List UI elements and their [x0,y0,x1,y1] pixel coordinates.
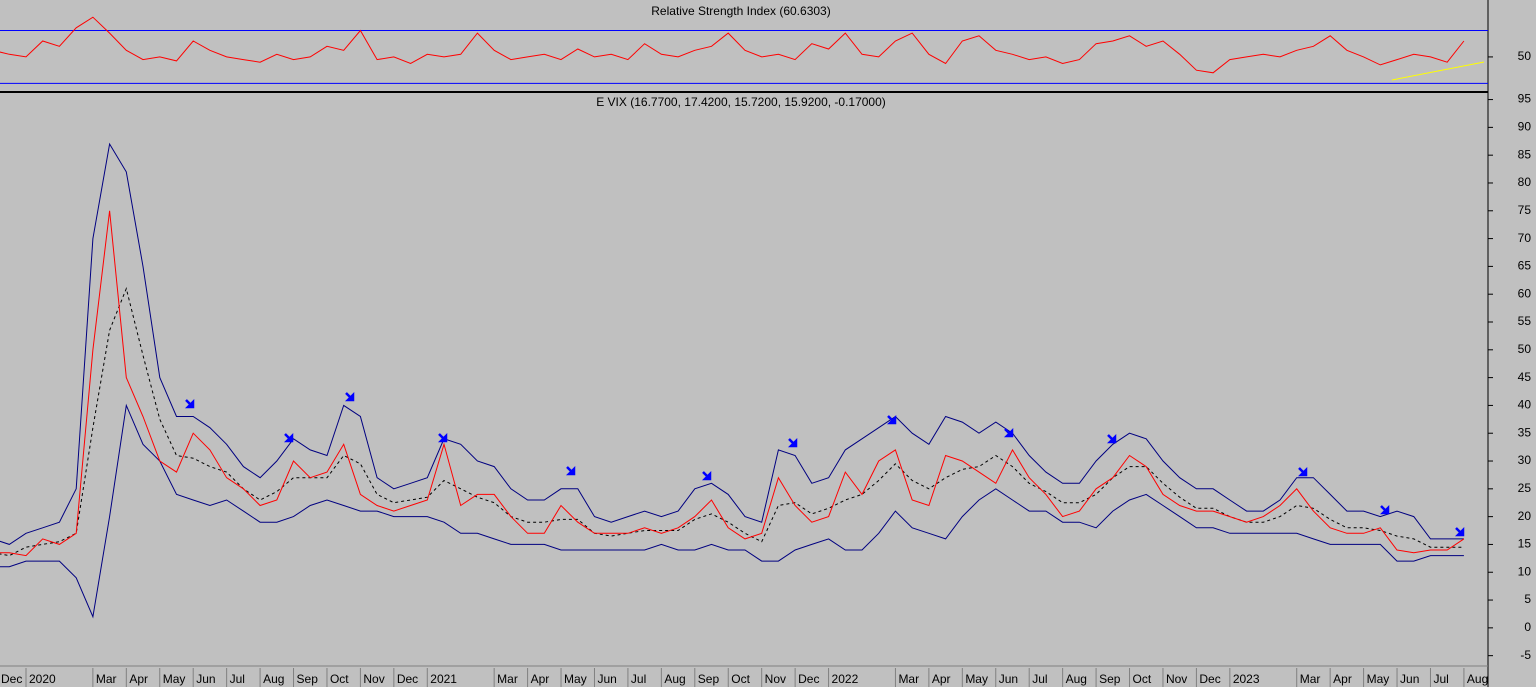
arrow-icon [184,398,195,409]
y-tick-label: 25 [1518,481,1532,495]
data-line [0,16,1465,74]
x-tick-label: Oct [731,672,750,686]
x-tick-label: Mar [898,672,919,686]
data-line [0,210,1465,557]
x-tick-label: Nov [765,672,786,686]
x-tick-label: Apr [932,672,951,686]
x-tick-label: Jul [1032,672,1047,686]
data-line [0,403,1464,619]
y-tick-label: 70 [1518,231,1532,245]
arrow-icon [1454,526,1465,537]
y-tick-label: 50 [1518,49,1532,63]
rsi-title: Relative Strength Index (60.6303) [651,4,830,18]
arrow-icon [701,470,712,481]
x-tick-label: Aug [664,672,685,686]
arrow-icon [1106,433,1117,444]
x-tick-label: Apr [129,672,148,686]
y-tick-label: 60 [1518,286,1532,300]
x-tick-label: Dec [1199,672,1220,686]
y-tick-label: 90 [1518,120,1532,134]
vix-title: E VIX (16.7700, 17.4200, 15.7200, 15.920… [596,95,886,109]
y-tick-label: 65 [1518,259,1532,273]
x-tick-label: Oct [1133,672,1152,686]
data-line [0,142,1464,545]
y-tick-label: 50 [1518,342,1532,356]
arrow-icon [344,391,355,402]
x-tick-label: Jun [1400,672,1419,686]
x-tick-label: Dec [798,672,819,686]
x-tick-label: May [163,672,186,686]
y-tick-label: 75 [1518,203,1532,217]
y-tick-label: 35 [1518,425,1532,439]
x-tick-label: Mar [1300,672,1321,686]
y-tick-label: 10 [1518,564,1532,578]
arrow-icon [787,437,798,448]
arrow-icon [283,432,294,443]
x-tick-label: May [965,672,988,686]
arrow-icon [1379,504,1390,515]
x-tick-label: Aug [1066,672,1087,686]
x-tick-label: Aug [1467,672,1488,686]
arrow-icon [565,465,576,476]
arrow-icon [1297,466,1308,477]
y-tick-label: 20 [1518,509,1532,523]
y-tick-label: 15 [1518,537,1532,551]
y-tick-label: 40 [1518,398,1532,412]
y-tick-label: 30 [1518,453,1532,467]
y-tick-label: 85 [1518,147,1532,161]
trend-line [1391,61,1485,81]
x-tick-label: Jun [196,672,215,686]
x-tick-label: 2021 [430,672,457,686]
x-tick-label: Jul [631,672,646,686]
x-tick-label: Jul [1433,672,1448,686]
x-tick-label: Sep [297,672,319,686]
y-tick-label: 45 [1518,370,1532,384]
y-tick-label: 0 [1524,620,1531,634]
x-tick-label: Mar [96,672,117,686]
x-tick-label: Dec [397,672,418,686]
x-tick-label: Oct [330,672,349,686]
arrow-icon [1003,427,1014,438]
x-tick-label: Dec [1,672,22,686]
x-tick-label: Jun [597,672,616,686]
y-tick-label: 95 [1518,92,1532,106]
x-tick-label: Apr [531,672,550,686]
x-tick-label: Nov [1166,672,1187,686]
x-tick-label: 2023 [1233,672,1260,686]
x-tick-label: Aug [263,672,284,686]
x-tick-label: 2022 [832,672,859,686]
y-tick-label: 55 [1518,314,1532,328]
y-tick-label: 80 [1518,175,1532,189]
x-tick-label: 2020 [29,672,56,686]
x-tick-label: Sep [1099,672,1121,686]
y-tick-label: 5 [1524,592,1531,606]
arrow-icon [886,414,897,425]
x-tick-label: Nov [363,672,384,686]
x-tick-label: May [1367,672,1390,686]
x-tick-label: Jun [999,672,1018,686]
arrow-icon [437,432,448,443]
data-line [0,286,1464,557]
y-tick-label: -5 [1520,648,1531,662]
x-tick-label: Sep [698,672,720,686]
x-tick-label: Jul [230,672,245,686]
x-tick-label: Mar [497,672,518,686]
x-tick-label: May [564,672,587,686]
x-tick-label: Apr [1333,672,1352,686]
